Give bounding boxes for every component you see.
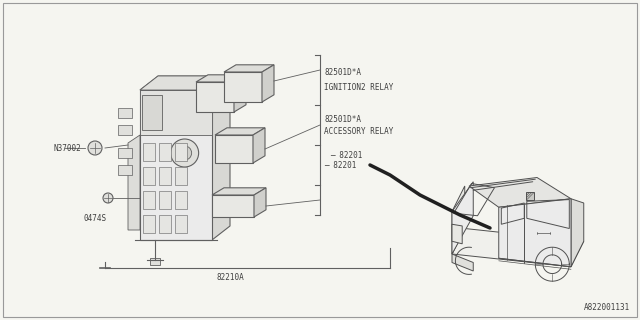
Polygon shape [143,143,155,161]
Circle shape [178,146,191,160]
Circle shape [171,139,198,167]
Text: A822001131: A822001131 [584,303,630,313]
Polygon shape [175,191,187,209]
Polygon shape [159,167,171,185]
Polygon shape [159,191,171,209]
Text: ─ 82201: ─ 82201 [324,161,356,170]
Text: 82210A: 82210A [216,274,244,283]
Polygon shape [253,128,265,163]
Polygon shape [142,95,162,130]
Polygon shape [196,82,234,112]
Polygon shape [452,186,465,254]
Polygon shape [140,90,212,135]
Polygon shape [118,148,132,158]
Polygon shape [175,215,187,233]
Text: IGNITION2 RELAY: IGNITION2 RELAY [324,83,394,92]
Polygon shape [212,76,230,240]
Polygon shape [254,188,266,217]
Polygon shape [143,167,155,185]
Text: ─ 82201: ─ 82201 [330,150,362,159]
Circle shape [103,193,113,203]
Polygon shape [452,228,584,267]
Polygon shape [143,191,155,209]
Polygon shape [215,128,265,135]
Polygon shape [571,199,584,267]
Polygon shape [452,182,473,254]
Text: N37002: N37002 [53,143,81,153]
Polygon shape [452,224,462,244]
Polygon shape [262,65,274,102]
Polygon shape [499,199,571,267]
Polygon shape [128,135,140,230]
Polygon shape [234,75,246,112]
Polygon shape [175,143,187,161]
Polygon shape [140,76,230,90]
Polygon shape [140,76,230,90]
Polygon shape [452,254,473,271]
Polygon shape [175,167,187,185]
Polygon shape [196,75,246,82]
Polygon shape [118,108,132,118]
Polygon shape [212,195,254,217]
Polygon shape [526,192,534,200]
Polygon shape [469,178,571,207]
Polygon shape [143,215,155,233]
Polygon shape [150,258,160,265]
Polygon shape [159,215,171,233]
Text: 82501D*A: 82501D*A [324,68,361,77]
Polygon shape [118,125,132,135]
Polygon shape [215,135,253,163]
Circle shape [88,141,102,155]
Polygon shape [118,165,132,175]
Polygon shape [159,143,171,161]
Text: 0474S: 0474S [83,213,106,222]
Polygon shape [224,72,262,102]
Polygon shape [212,188,266,195]
Polygon shape [224,65,274,72]
Text: 82501D*A: 82501D*A [324,115,361,124]
Text: ACCESSORY RELAY: ACCESSORY RELAY [324,126,394,135]
Polygon shape [140,90,212,240]
